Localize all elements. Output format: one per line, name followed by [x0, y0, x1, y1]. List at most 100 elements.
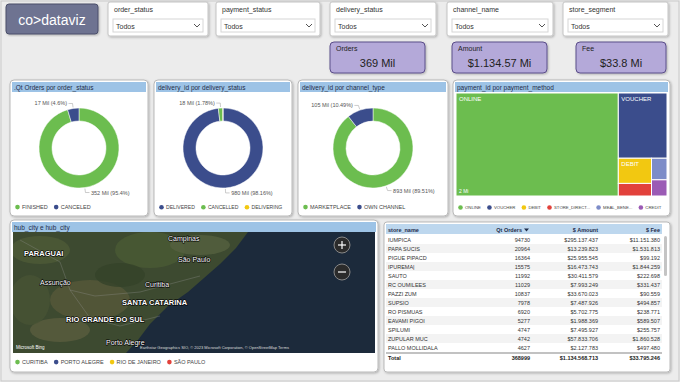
table-cell: SUPSIO: [388, 300, 410, 306]
data-label: 105 Mil (10.49%): [311, 102, 353, 108]
filter-box[interactable]: [216, 2, 320, 36]
label-leader: [354, 105, 359, 109]
filter-value: Todos: [116, 23, 135, 30]
table-cell: $7.487.926: [570, 300, 598, 306]
page-frame: [1, 1, 679, 381]
table-panel: [384, 222, 670, 372]
legend: FINISHEDCANCELED: [15, 204, 90, 210]
legend-label: STORE_DIRECT...: [554, 205, 590, 210]
label-leader: [69, 103, 74, 107]
table-cell: PIGUE PIPACD: [388, 255, 427, 261]
place-label: Assunção: [40, 279, 71, 287]
filter-slicer[interactable]: store_segmentTodos: [563, 2, 668, 36]
legend-swatch: [522, 205, 527, 210]
filter-label: channel_name: [453, 6, 499, 14]
legend-label: DELIVERED: [166, 204, 195, 210]
table-cell: SPILUMI: [388, 327, 410, 333]
filter-label: store_segment: [569, 6, 615, 14]
panel-title: payment_id por payment_method: [457, 84, 554, 92]
filter-dropdown[interactable]: [335, 19, 431, 32]
filter-box[interactable]: [108, 2, 208, 36]
treemap-cell: [618, 183, 651, 196]
legend-swatch: [110, 360, 115, 365]
table-cell: 11992: [515, 273, 530, 279]
filter-box[interactable]: [447, 2, 553, 36]
filter-slicer[interactable]: channel_nameTodos: [447, 2, 553, 36]
filter-dropdown[interactable]: [113, 19, 203, 32]
panel-title-bar: [12, 222, 376, 232]
zoom-button[interactable]: [334, 237, 350, 253]
table-cell: $16.473.743: [567, 264, 598, 270]
treemap-cell: [618, 158, 651, 183]
donut-slice: [348, 108, 373, 127]
table-total-rule: [386, 353, 662, 354]
filter-dropdown[interactable]: [568, 19, 663, 32]
label-leader: [225, 189, 229, 193]
data-label: 2 Mi: [459, 188, 468, 194]
table-cell: 10837: [515, 291, 530, 297]
legend-label: MARKETPLACE: [310, 204, 351, 210]
treemap-cell: [652, 158, 667, 180]
map-logo: Microsoft Bing: [16, 345, 45, 350]
label-leader: [386, 187, 391, 191]
terrain-patch: [13, 236, 70, 264]
panel-title-bar: [12, 82, 146, 92]
table-cell: $7.993.249: [570, 282, 598, 288]
filter-slicer[interactable]: order_statusTodos: [108, 2, 208, 36]
place-label: Porto Alegre: [106, 339, 145, 347]
table-cell: IUMPICA: [388, 237, 411, 243]
logo-text: co>dataviz: [18, 12, 85, 28]
map-border: [20, 240, 200, 296]
legend: DELIVEREDCANCELLEDDELIVERING: [159, 204, 282, 210]
table-cell: 7978: [518, 300, 530, 306]
terrain-patch: [95, 263, 145, 287]
table-row-bg: [386, 298, 662, 307]
map-attribution: Earthstar Geographics SIO, © 2023 Micros…: [140, 345, 289, 350]
table-cell: $255.757: [637, 327, 660, 333]
filter-chevron: [422, 24, 428, 27]
legend-label: SÃO PAULO: [174, 359, 206, 365]
donut-slice: [68, 108, 79, 122]
zoom-button[interactable]: [334, 264, 350, 280]
kpi-card: [452, 42, 547, 73]
legend-swatch: [596, 205, 601, 210]
table-cell: $30.411.579: [568, 273, 598, 279]
filter-slicer[interactable]: payment_statusTodos: [216, 2, 320, 36]
legend-swatch: [487, 205, 492, 210]
table-cell: PAZZI ZUM: [388, 291, 417, 297]
filter-value: Todos: [224, 23, 243, 30]
legend-label: PORTO ALEGRE: [61, 359, 104, 365]
place-label: São Paulo: [178, 256, 210, 263]
legend-swatch: [159, 205, 164, 210]
table-cell: $589.507: [637, 318, 660, 324]
scrollbar: [664, 236, 667, 276]
donut-slice: [218, 108, 223, 121]
zoom-icon: [338, 271, 346, 272]
kpi-value: $1.134.57 Mi: [468, 57, 532, 69]
table-cell: $1.531.813: [632, 246, 660, 252]
legend-swatch: [15, 205, 20, 210]
table-cell: EAVAMI PIGOI: [388, 318, 425, 324]
table-row-bg: [386, 280, 662, 289]
filter-chevron: [539, 24, 545, 27]
table-cell: $99.192: [640, 255, 660, 261]
place-label: Curitiba: [145, 281, 169, 288]
place-label: RIO GRANDE DO SUL: [66, 315, 145, 324]
table-cell: $331.437: [637, 282, 660, 288]
table-cell: 20964: [515, 246, 530, 252]
table-cell: $238.771: [637, 309, 660, 315]
legend: CURITIBAPORTO ALEGRERIO DE JANEIROSÃO PA…: [15, 359, 206, 365]
table-cell: 4742: [518, 336, 530, 342]
table-row-bg: [386, 271, 662, 280]
table-cell: $5.702.775: [570, 309, 598, 315]
filter-box[interactable]: [330, 2, 436, 36]
legend-label: CREDIT: [645, 205, 661, 210]
filter-dropdown[interactable]: [452, 19, 548, 32]
filter-box[interactable]: [563, 2, 668, 36]
filter-dropdown[interactable]: [221, 19, 315, 32]
filter-slicer[interactable]: delivery_statusTodos: [330, 2, 436, 36]
table-cell: 4627: [518, 345, 530, 351]
label-leader: [85, 189, 90, 193]
legend-label: ONLINE: [465, 205, 481, 210]
table-total: 368999: [512, 355, 530, 361]
